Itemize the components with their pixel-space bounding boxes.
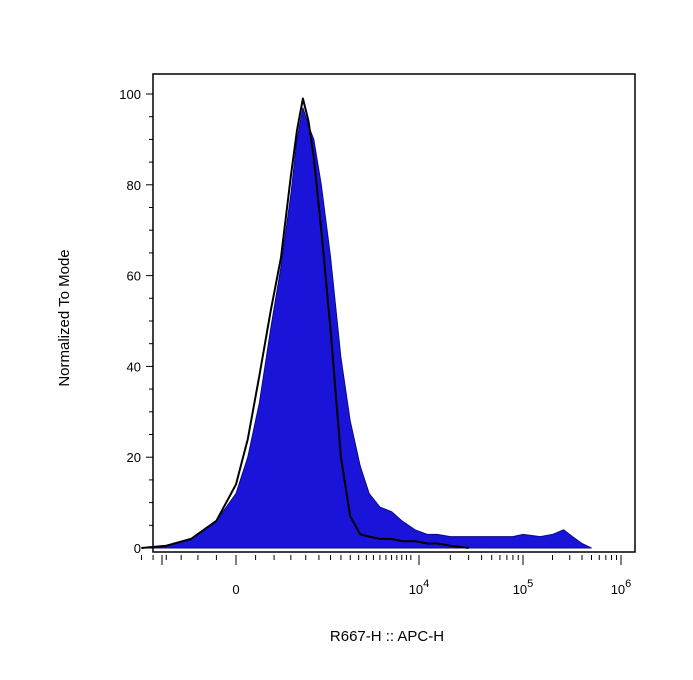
x-tick-label: 106 bbox=[611, 578, 632, 597]
series-1-line bbox=[141, 97, 469, 549]
y-tick-label: 20 bbox=[127, 450, 141, 465]
y-tick-label: 0 bbox=[134, 541, 141, 556]
x-axis-title: R667-H :: APC-H bbox=[330, 628, 444, 645]
y-tick-label: 60 bbox=[127, 269, 141, 284]
y-tick-label: 40 bbox=[127, 359, 141, 374]
plot-frame bbox=[152, 73, 636, 553]
x-tick-label: 105 bbox=[513, 578, 534, 597]
y-tick-label: 80 bbox=[127, 178, 141, 193]
series-layer bbox=[141, 97, 592, 549]
y-axis-title: Normalized To Mode bbox=[56, 249, 73, 386]
axis-layer: 0 20 40 60 80 100 0 104 105 106 bbox=[119, 87, 631, 597]
series-0-area bbox=[141, 107, 592, 549]
x-tick-label: 104 bbox=[409, 578, 430, 597]
x-tick-label: 0 bbox=[232, 582, 239, 597]
y-tick-label: 100 bbox=[119, 87, 141, 102]
